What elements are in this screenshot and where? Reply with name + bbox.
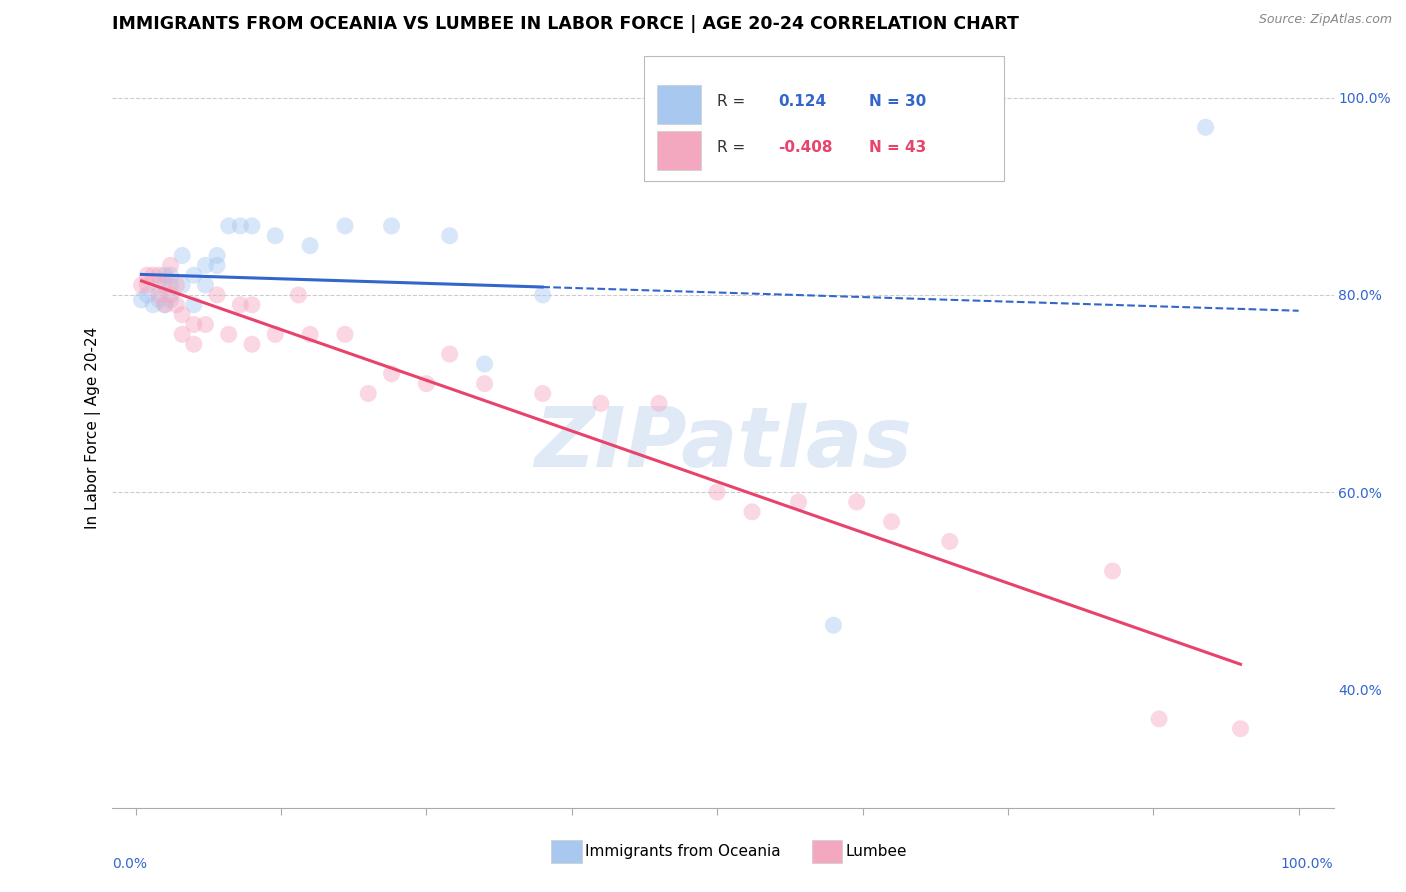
Point <box>165 298 187 312</box>
Point <box>194 318 217 332</box>
Point <box>183 298 205 312</box>
Point <box>136 288 159 302</box>
Point <box>136 278 159 293</box>
Point <box>205 258 228 272</box>
Point <box>823 618 845 632</box>
Point <box>148 268 170 283</box>
Point <box>183 318 205 332</box>
Point <box>153 298 176 312</box>
Point <box>183 337 205 351</box>
Point <box>880 515 903 529</box>
Point <box>194 278 217 293</box>
Point <box>142 268 165 283</box>
Point <box>1194 120 1216 135</box>
FancyBboxPatch shape <box>644 56 1004 181</box>
Point <box>333 327 356 342</box>
Point <box>439 228 461 243</box>
Point <box>706 485 728 500</box>
Point <box>159 278 181 293</box>
Point <box>153 278 176 293</box>
Point <box>589 396 612 410</box>
Point <box>148 288 170 302</box>
Point <box>287 288 309 302</box>
Text: Immigrants from Oceania: Immigrants from Oceania <box>585 844 780 859</box>
Point <box>648 396 671 410</box>
Point <box>1229 722 1251 736</box>
Point <box>172 327 194 342</box>
Point <box>240 298 263 312</box>
Point <box>1147 712 1170 726</box>
Point <box>415 376 437 391</box>
Point <box>183 268 205 283</box>
Point <box>159 288 181 302</box>
Text: 100.0%: 100.0% <box>1281 856 1333 871</box>
Point <box>741 505 763 519</box>
Point <box>165 278 187 293</box>
Point <box>172 248 194 262</box>
Text: R =: R = <box>717 94 745 109</box>
Text: R =: R = <box>717 140 745 154</box>
Text: 0.124: 0.124 <box>778 94 827 109</box>
Point <box>131 293 153 307</box>
Point <box>148 278 170 293</box>
Text: IMMIGRANTS FROM OCEANIA VS LUMBEE IN LABOR FORCE | AGE 20-24 CORRELATION CHART: IMMIGRANTS FROM OCEANIA VS LUMBEE IN LAB… <box>112 15 1019 33</box>
Point <box>531 288 554 302</box>
Point <box>131 278 153 293</box>
Point <box>153 268 176 283</box>
Point <box>380 219 402 233</box>
Text: ZIPatlas: ZIPatlas <box>534 402 912 483</box>
Point <box>159 268 181 283</box>
Point <box>264 327 287 342</box>
Y-axis label: In Labor Force | Age 20-24: In Labor Force | Age 20-24 <box>86 326 101 529</box>
Point <box>159 258 181 272</box>
Point <box>159 293 181 307</box>
Point <box>205 288 228 302</box>
Point <box>380 367 402 381</box>
Point <box>218 219 240 233</box>
Point <box>1101 564 1123 578</box>
Point <box>172 308 194 322</box>
Point <box>299 238 322 252</box>
Text: -0.408: -0.408 <box>778 140 832 154</box>
Point <box>938 534 960 549</box>
Text: Lumbee: Lumbee <box>845 844 907 859</box>
FancyBboxPatch shape <box>657 86 702 124</box>
Text: N = 43: N = 43 <box>869 140 927 154</box>
Point <box>531 386 554 401</box>
Point <box>153 298 176 312</box>
Point <box>299 327 322 342</box>
Text: N = 30: N = 30 <box>869 94 927 109</box>
Point <box>142 298 165 312</box>
Point <box>172 278 194 293</box>
Point <box>240 219 263 233</box>
Point <box>474 376 496 391</box>
Point <box>333 219 356 233</box>
FancyBboxPatch shape <box>657 131 702 169</box>
Point <box>136 268 159 283</box>
Point <box>845 495 868 509</box>
Point <box>218 327 240 342</box>
Point <box>148 293 170 307</box>
Point <box>787 495 810 509</box>
Point <box>229 298 252 312</box>
Text: 0.0%: 0.0% <box>112 856 148 871</box>
Point <box>240 337 263 351</box>
Point <box>205 248 228 262</box>
Point <box>474 357 496 371</box>
Point <box>229 219 252 233</box>
Point <box>439 347 461 361</box>
Point <box>264 228 287 243</box>
Text: Source: ZipAtlas.com: Source: ZipAtlas.com <box>1258 13 1392 27</box>
Point <box>194 258 217 272</box>
Point <box>357 386 380 401</box>
